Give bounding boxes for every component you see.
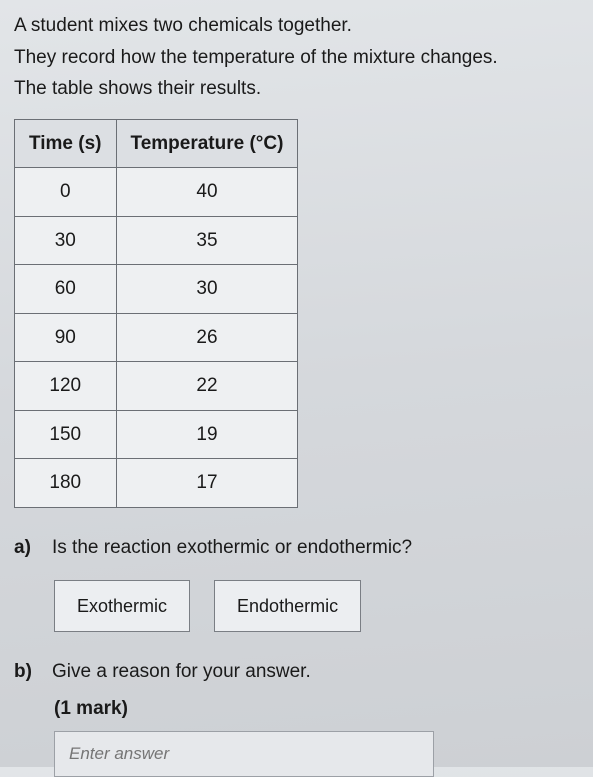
cell-time: 60: [15, 265, 117, 314]
cell-temperature: 19: [116, 410, 298, 459]
cell-time: 120: [15, 362, 117, 411]
table-row: 9026: [15, 313, 298, 362]
table-row: 12022: [15, 362, 298, 411]
question-b-marks: (1 mark): [54, 695, 579, 723]
intro-line-1: A student mixes two chemicals together.: [14, 12, 579, 40]
cell-temperature: 30: [116, 265, 298, 314]
question-a-label: a): [14, 534, 40, 562]
cell-time: 30: [15, 216, 117, 265]
cell-temperature: 35: [116, 216, 298, 265]
table-row: 040: [15, 168, 298, 217]
cell-temperature: 40: [116, 168, 298, 217]
intro-text: A student mixes two chemicals together. …: [14, 12, 579, 103]
cell-temperature: 22: [116, 362, 298, 411]
question-a-text: Is the reaction exothermic or endothermi…: [52, 534, 412, 562]
choice-endothermic[interactable]: Endothermic: [214, 580, 361, 632]
cell-time: 180: [15, 459, 117, 508]
cell-temperature: 26: [116, 313, 298, 362]
table-row: 15019: [15, 410, 298, 459]
cell-temperature: 17: [116, 459, 298, 508]
cell-time: 150: [15, 410, 117, 459]
table-header-row: Time (s) Temperature (°C): [15, 119, 298, 168]
cell-time: 0: [15, 168, 117, 217]
choice-exothermic[interactable]: Exothermic: [54, 580, 190, 632]
question-a: a) Is the reaction exothermic or endothe…: [14, 534, 579, 632]
cell-time: 90: [15, 313, 117, 362]
table-row: 18017: [15, 459, 298, 508]
answer-choices: Exothermic Endothermic: [54, 580, 579, 632]
header-time: Time (s): [15, 119, 117, 168]
question-b-text: Give a reason for your answer.: [52, 658, 311, 686]
intro-line-2: They record how the temperature of the m…: [14, 44, 579, 72]
answer-input[interactable]: [54, 731, 434, 777]
question-b-label: b): [14, 658, 40, 686]
table-body: 040303560309026120221501918017: [15, 168, 298, 508]
intro-line-3: The table shows their results.: [14, 75, 579, 103]
results-table: Time (s) Temperature (°C) 04030356030902…: [14, 119, 298, 508]
table-row: 6030: [15, 265, 298, 314]
header-temperature: Temperature (°C): [116, 119, 298, 168]
table-row: 3035: [15, 216, 298, 265]
question-b: b) Give a reason for your answer. (1 mar…: [14, 658, 579, 777]
